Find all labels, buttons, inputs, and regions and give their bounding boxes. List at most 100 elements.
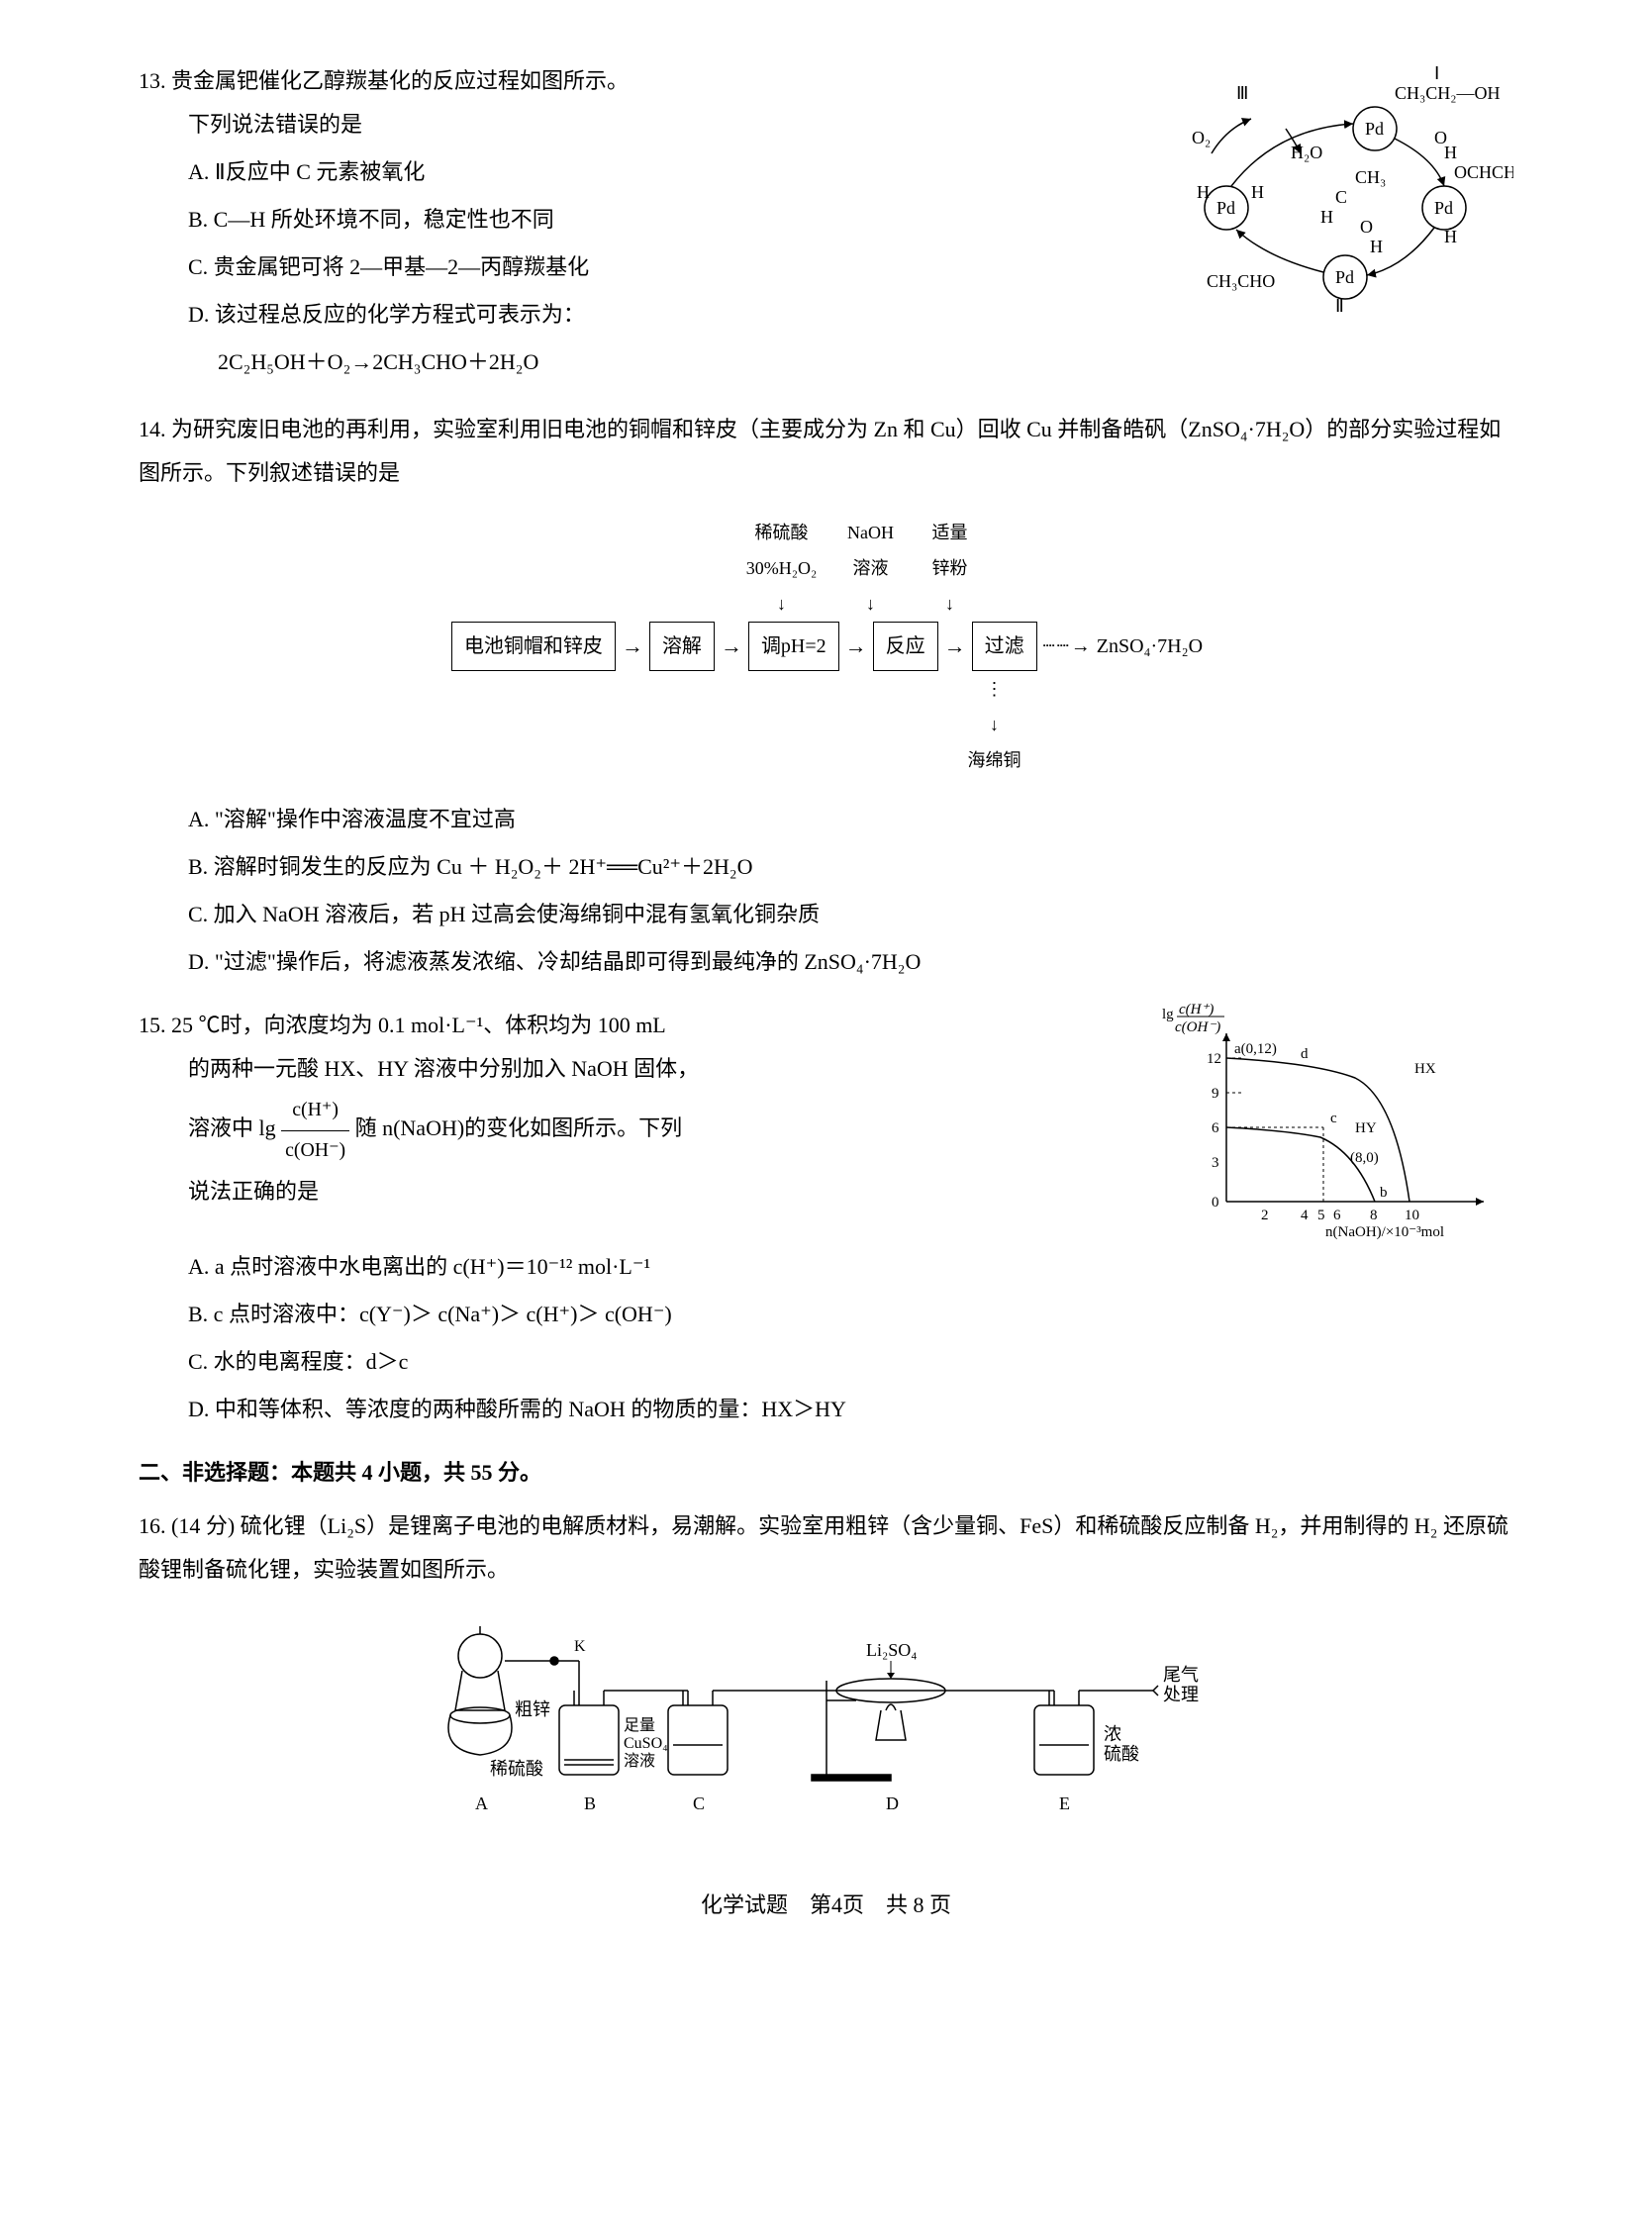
valve-k: K [574,1638,586,1655]
tail-gas1: 尾气 [1163,1665,1199,1685]
q14-option-b: B. 溶解时铜发生的反应为 Cu ＋ H₂O₂＋ 2H⁺══Cu²⁺＋2H₂O [188,845,1513,889]
label-B: B [584,1793,596,1813]
q13-stem-text1: 贵金属钯催化乙醇羰基化的反应过程如图所示。 [171,68,629,93]
arrow-icon: → [944,625,966,668]
q15-graph-svg: lg c(H⁺) c(OH⁻) 12 9 6 3 0 2 4 5 6 8 10 … [1157,1004,1513,1241]
q15-option-d: D. 中和等体积、等浓度的两种酸所需的 NaOH 的物质的量：HX＞HY [188,1388,1513,1431]
node-pd-4: Pd [1216,198,1235,218]
q15-stem-text1: 25 ℃时，向浓度均为 0.1 mol·L⁻¹、体积均为 100 mL [171,1013,666,1037]
point-b: b [1380,1185,1388,1201]
q15-option-c: C. 水的电离程度：d＞c [188,1340,1513,1384]
q14-flow-diagram: 稀硫酸 30%H₂O₂ ↓ NaOH 溶液 ↓ 适量 锌粉 ↓ 电池铜帽和锌皮 … [139,515,1513,778]
question-15: lg c(H⁺) c(OH⁻) 12 9 6 3 0 2 4 5 6 8 10 … [139,1004,1513,1431]
svg-text:O: O [1360,217,1373,237]
svg-text:H: H [1251,182,1264,202]
q15-stem-text3: 溶液中 lg [188,1115,281,1140]
question-14: 14. 为研究废旧电池的再利用，实验室利用旧电池的铜帽和锌皮（主要成分为 Zn … [139,408,1513,984]
question-13: Ⅰ CH₃CH₂—OH Pd OCHCH₃ H O Pd H CH₃ C H O… [139,59,1513,388]
xlabel: n(NaOH)/×10⁻³mol [1325,1224,1444,1240]
flow-product: ZnSO₄·7H₂O [1097,627,1203,666]
arrow-icon: → [622,625,643,668]
q14-option-a: A. "溶解"操作中溶液温度不宜过高 [188,798,1513,841]
frac-den: c(OH⁻) [281,1131,349,1171]
q16-apparatus: K [139,1611,1513,1844]
svg-text:O: O [1434,128,1447,147]
b-coord: (8,0) [1350,1150,1379,1166]
q16-stem-text: 硫化锂（Li₂S）是锂离子电池的电解质材料，易潮解。实验室用粗锌（含少量铜、Fe… [139,1513,1508,1582]
q15-option-b: B. c 点时溶液中：c(Y⁻)＞ c(Na⁺)＞ c(H⁺)＞ c(OH⁻) [188,1293,1513,1336]
species-ch3cho: CH₃CHO [1207,271,1275,291]
label-A: A [475,1793,488,1813]
curve-hy: HY [1355,1120,1377,1136]
q14-stem: 14. 为研究废旧电池的再利用，实验室利用旧电池的铜帽和锌皮（主要成分为 Zn … [139,408,1513,495]
frac-num: c(H⁺) [281,1091,349,1131]
point-a: a(0,12) [1234,1041,1277,1057]
pd-cycle-svg: Ⅰ CH₃CH₂—OH Pd OCHCH₃ H O Pd H CH₃ C H O… [1098,59,1513,317]
xtick-0: 0 [1212,1195,1219,1211]
q14-option-c: C. 加入 NaOH 溶液后，若 pH 过高会使海绵铜中混有氢氧化铜杂质 [188,893,1513,936]
svg-text:C: C [1335,187,1347,207]
xtick-10: 10 [1405,1208,1419,1223]
svg-text:CuSO₄: CuSO₄ [624,1735,668,1752]
svg-text:H: H [1444,227,1457,246]
reagent-cuso4: 足量 [624,1717,655,1734]
label-I: Ⅰ [1434,63,1439,83]
question-16: 16. (14 分) 硫化锂（Li₂S）是锂离子电池的电解质材料，易潮解。实验室… [139,1504,1513,1844]
arrow-icon: → [721,625,742,668]
q16-points: (14 分) [171,1513,235,1538]
flow-label-zn2: 锌粉 [916,550,985,586]
q15-stem-text3b: 随 n(NaOH)的变化如图所示。下列 [355,1115,683,1140]
page-footer: 化学试题 第4页 共 8 页 [139,1884,1513,1927]
xtick-8: 8 [1370,1208,1378,1223]
reagent-conc2: 硫酸 [1104,1744,1139,1764]
xtick-5: 5 [1317,1208,1325,1223]
svg-text:H: H [1320,207,1333,227]
flow-label-zn1: 适量 [916,515,985,550]
tail-gas2: 处理 [1163,1685,1199,1704]
xtick-6: 6 [1333,1208,1341,1223]
svg-text:H: H [1197,182,1210,202]
reagent-h2so4: 稀硫酸 [490,1759,543,1779]
svg-text:溶液: 溶液 [624,1752,655,1770]
label-C: C [693,1793,705,1813]
label-E: E [1059,1793,1070,1813]
q16-number: 16. [139,1513,166,1538]
ytick-6: 6 [1212,1120,1219,1136]
svg-text:lg: lg [1162,1007,1174,1022]
node-pd-2: Pd [1434,198,1453,218]
q16-stem: 16. (14 分) 硫化锂（Li₂S）是锂离子电池的电解质材料，易潮解。实验室… [139,1504,1513,1592]
curve-hx: HX [1414,1061,1436,1077]
q13-option-d-eq: 2C₂H₅OH＋O₂→2CH₃CHO＋2H₂O [218,340,1513,384]
xtick-4: 4 [1301,1208,1309,1223]
flow-label-soln: 溶液 [836,550,906,586]
species-ochch3: OCHCH₃ [1454,162,1513,182]
svg-text:H: H [1370,237,1383,256]
reagent-li2so4: Li₂SO₄ [866,1640,918,1660]
apparatus-svg: K [381,1611,1272,1829]
ylabel-den: c(OH⁻) [1175,1019,1220,1035]
flow-box-5: 过滤 [972,622,1037,671]
point-d: d [1301,1046,1309,1062]
q15-number: 15. [139,1013,166,1037]
ytick-3: 3 [1212,1155,1219,1171]
label-D: D [886,1793,899,1813]
q14-number: 14. [139,417,166,441]
q14-options: A. "溶解"操作中溶液温度不宜过高 B. 溶解时铜发生的反应为 Cu ＋ H₂… [188,798,1513,984]
node-pd-3: Pd [1335,267,1354,287]
q15-graph: lg c(H⁺) c(OH⁻) 12 9 6 3 0 2 4 5 6 8 10 … [1157,1004,1513,1241]
flow-box-3: 调pH=2 [748,622,839,671]
q14-option-d: D. "过滤"操作后，将滤液蒸发浓缩、冷却结晶即可得到最纯净的 ZnSO₄·7H… [188,940,1513,984]
ytick-12: 12 [1207,1051,1221,1067]
ylabel-num: c(H⁺) [1179,1004,1214,1018]
q15-options: A. a 点时溶液中水电离出的 c(H⁺)＝10⁻¹² mol·L⁻¹ B. c… [188,1245,1513,1431]
flow-byproduct: 海绵铜 [968,750,1021,770]
flow-box-1: 电池铜帽和锌皮 [451,622,616,671]
section-2-header: 二、非选择题：本题共 4 小题，共 55 分。 [139,1451,1513,1495]
q15-option-a: A. a 点时溶液中水电离出的 c(H⁺)＝10⁻¹² mol·L⁻¹ [188,1245,1513,1289]
point-c: c [1330,1111,1337,1126]
dotted-arrow-icon: ┈┈→ [1043,627,1093,666]
node-pd-1: Pd [1365,119,1384,139]
reagent-conc1: 浓 [1104,1724,1121,1744]
arrow-icon: → [845,625,867,668]
flow-box-2: 溶解 [649,622,715,671]
